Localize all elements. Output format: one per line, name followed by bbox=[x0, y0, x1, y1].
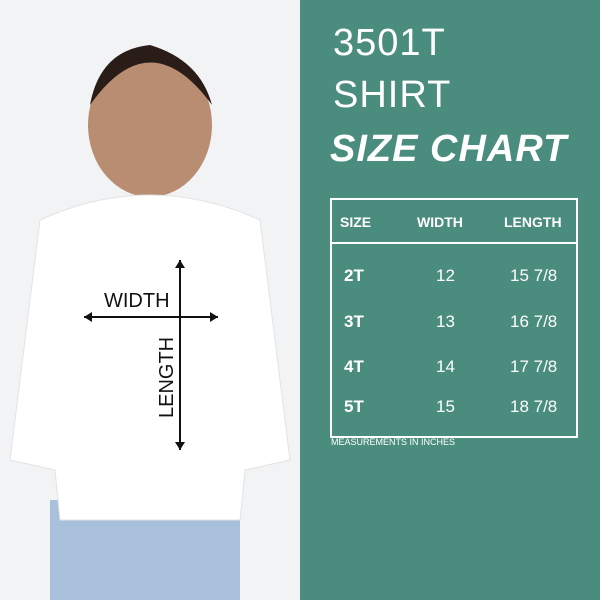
size-cell: 5T bbox=[344, 397, 364, 416]
header-size: SIZE bbox=[340, 214, 372, 230]
product-photo: WIDTH LENGTH bbox=[9, 45, 291, 600]
measurement-note: MEASUREMENTS IN INCHES bbox=[331, 437, 456, 447]
length-label: LENGTH bbox=[156, 336, 178, 418]
width-cell: 15 bbox=[436, 397, 455, 416]
chart-title: SIZE CHART bbox=[330, 128, 568, 170]
size-cell: 4T bbox=[344, 357, 364, 376]
shirt bbox=[9, 194, 291, 521]
size-table: SIZE WIDTH LENGTH 2T 12 15 7/8 3T 13 16 … bbox=[330, 198, 578, 438]
hair bbox=[90, 45, 212, 105]
size-cell: 3T bbox=[344, 312, 364, 331]
product-type: SHIRT bbox=[333, 74, 452, 116]
length-cell: 18 7/8 bbox=[510, 397, 558, 416]
child-shirt-illustration bbox=[9, 45, 291, 600]
table-header: SIZE WIDTH LENGTH bbox=[332, 200, 576, 244]
length-cell: 17 7/8 bbox=[510, 357, 558, 376]
width-cell: 13 bbox=[436, 312, 455, 331]
size-cell: 2T bbox=[344, 266, 364, 285]
width-label: WIDTH bbox=[104, 290, 170, 312]
product-code: 3501T bbox=[333, 22, 446, 64]
header-width: WIDTH bbox=[417, 214, 463, 230]
face bbox=[88, 53, 212, 197]
length-cell: 15 7/8 bbox=[510, 266, 558, 285]
size-chart-panel: 3501T SHIRT SIZE CHART SIZE WIDTH LENGTH… bbox=[300, 0, 600, 600]
width-cell: 14 bbox=[436, 357, 455, 376]
header-length: LENGTH bbox=[504, 214, 562, 230]
width-cell: 12 bbox=[436, 266, 455, 285]
length-cell: 16 7/8 bbox=[510, 312, 558, 331]
